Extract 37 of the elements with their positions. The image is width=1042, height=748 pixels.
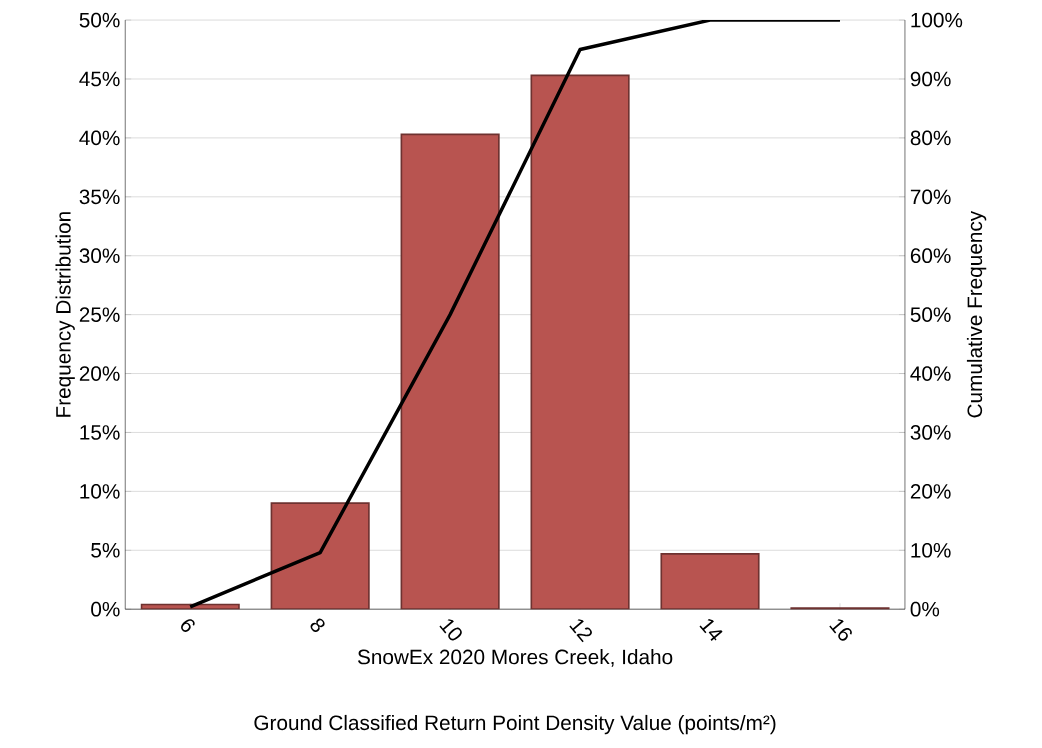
y-axis-title: Frequency Distribution <box>55 212 75 417</box>
y-tick-label: 30% <box>79 248 120 263</box>
x-axis-title: SnowEx 2020 Mores Creek, Idaho <box>357 648 673 667</box>
y-tick-label: 15% <box>80 425 120 440</box>
y2-tick-label: 20% <box>910 483 951 499</box>
text: Ground Classified Return Point Density Value (points/m²) <box>254 714 776 735</box>
y-tick-label: 10% <box>80 483 120 499</box>
y2-tick-label: 50% <box>910 307 951 322</box>
x-tick-label: 8 <box>310 618 325 632</box>
bar <box>400 133 500 610</box>
y2-tick-label: 100% <box>911 12 963 28</box>
y-tick-label: 35% <box>79 189 120 205</box>
y2-tick-label: 60% <box>910 248 951 263</box>
y2-tick-label: 90% <box>910 71 951 87</box>
y2-tick-label: 80% <box>910 130 951 146</box>
x-tick-label: 6 <box>181 619 195 632</box>
x-tick-label: 12 <box>569 619 592 643</box>
y-tick-label: 20% <box>79 366 120 381</box>
y-tick-label: 5% <box>91 542 120 558</box>
y-tick-label: 40% <box>79 130 120 146</box>
y-tick-label: 0% <box>91 601 120 617</box>
y-tick-label: 45% <box>79 71 120 87</box>
y-tick-label: 50% <box>79 12 120 28</box>
y2-tick-label: 40% <box>910 366 951 381</box>
y-tick-label: 25% <box>79 307 120 322</box>
x-tick-label: 10 <box>439 619 462 641</box>
bar <box>270 502 370 610</box>
x-tick-label: 16 <box>829 619 852 641</box>
bar <box>530 74 630 610</box>
y2-axis-title: Cumulative Frequency <box>966 210 987 418</box>
bar <box>660 552 760 610</box>
y2-tick-label: 70% <box>910 189 951 205</box>
y2-tick-label: 30% <box>910 425 951 440</box>
y2-tick-label: 10% <box>911 542 951 558</box>
x-tick-label: 14 <box>699 619 723 641</box>
y2-tick-label: 0% <box>910 601 940 617</box>
line-series <box>188 19 842 609</box>
